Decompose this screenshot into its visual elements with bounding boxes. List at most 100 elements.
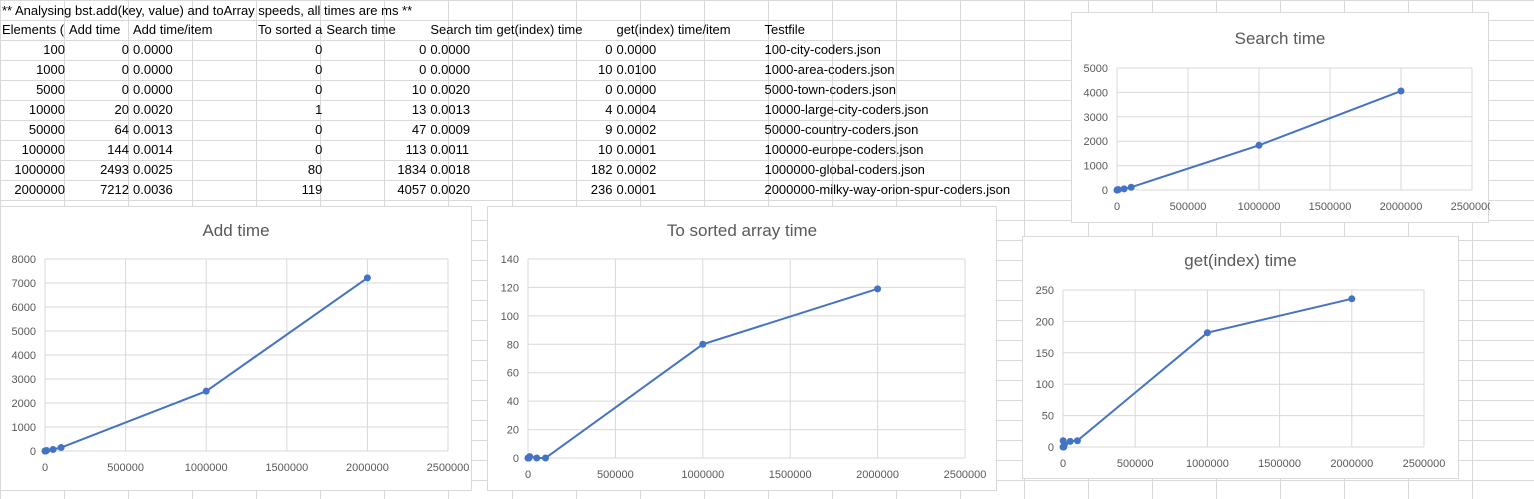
table-cell[interactable]: 0 [315, 142, 323, 157]
table-cell[interactable]: 10 [598, 142, 613, 157]
x-tick-label: 1000000 [185, 462, 228, 474]
table-cell[interactable]: 50000 [28, 122, 65, 137]
header-cell[interactable]: To sorted a [258, 22, 323, 37]
y-tick-label: 7000 [12, 278, 36, 290]
table-cell[interactable]: 0.0009 [430, 122, 471, 137]
table-cell[interactable]: 1000000 [14, 162, 65, 177]
table-cell[interactable]: 0.0002 [616, 122, 657, 137]
table-cell[interactable]: 0.0100 [616, 62, 657, 77]
table-cell[interactable]: 0.0000 [430, 42, 471, 57]
header-cell[interactable]: Add time/item [133, 22, 213, 37]
table-cell[interactable]: 2000000 [14, 182, 65, 197]
table-cell[interactable]: 0 [605, 82, 613, 97]
table-cell[interactable]: 0.0004 [616, 102, 657, 117]
table-cell[interactable]: 0.0001 [616, 182, 657, 197]
table-cell[interactable]: 0 [121, 62, 129, 77]
header-cell[interactable]: Add time [69, 22, 121, 37]
table-cell[interactable]: 0.0000 [616, 82, 657, 97]
header-cell[interactable]: Search tim [430, 22, 493, 37]
x-tick-label: 500000 [597, 469, 634, 481]
header-cell[interactable]: get(index) time [496, 22, 583, 37]
table-cell[interactable]: 2000000-milky-way-orion-spur-coders.json [764, 182, 1011, 197]
table-cell[interactable]: 0.0000 [430, 62, 471, 77]
table-cell[interactable]: 0 [315, 122, 323, 137]
data-point [1127, 183, 1135, 191]
table-cell[interactable]: 1000000-global-coders.json [764, 162, 925, 177]
data-point [1397, 87, 1405, 95]
data-point [57, 444, 65, 452]
table-cell[interactable]: 0 [315, 62, 323, 77]
chart-add-time[interactable]: Add time 0 1000 2000 3000 4000 5000 6000 7000 80… [0, 206, 472, 491]
table-cell[interactable]: 0.0013 [430, 102, 471, 117]
header-cell[interactable]: Elements ( [2, 22, 65, 37]
table-cell[interactable]: 0.0014 [133, 142, 173, 157]
table-cell[interactable]: 0 [419, 62, 427, 77]
table-cell[interactable]: 0 [121, 82, 129, 97]
table-cell[interactable]: 0.0013 [133, 122, 173, 137]
table-cell[interactable]: 13 [411, 102, 427, 117]
header-cell[interactable]: Testfile [764, 22, 805, 37]
table-cell[interactable]: 100000 [21, 142, 65, 157]
table-cell[interactable]: 236 [590, 182, 613, 197]
x-tick-label: 2500000 [427, 462, 470, 474]
table-cell[interactable]: 0 [315, 82, 323, 97]
sheet-title[interactable]: ** Analysing bst.add(key, value) and toA… [2, 3, 413, 18]
table-cell[interactable]: 100000-europe-coders.json [764, 142, 924, 157]
table-cell[interactable]: 1 [315, 102, 323, 117]
table-cell[interactable]: 0.0001 [616, 142, 657, 157]
table-cell[interactable]: 113 [405, 142, 427, 157]
table-cell[interactable]: 0.0025 [133, 162, 173, 177]
table-cell[interactable]: 10 [598, 62, 613, 77]
table-cell[interactable]: 100 [43, 42, 65, 57]
table-cell[interactable]: 10 [411, 82, 427, 97]
table-cell[interactable]: 119 [301, 182, 323, 197]
table-cell[interactable]: 0.0020 [133, 102, 173, 117]
table-cell[interactable]: 4 [605, 102, 613, 117]
table-cell[interactable]: 50000-country-coders.json [764, 122, 919, 137]
table-cell[interactable]: 0.0000 [133, 62, 173, 77]
table-cell[interactable]: 0.0000 [133, 42, 173, 57]
table-cell[interactable]: 1000-area-coders.json [764, 62, 895, 77]
table-cell[interactable]: 0 [121, 42, 129, 57]
y-tick-label: 1000 [1084, 161, 1108, 173]
table-cell[interactable]: 182 [590, 162, 613, 177]
table-cell[interactable]: 4057 [397, 182, 427, 197]
table-cell[interactable]: 0 [315, 42, 323, 57]
table-cell[interactable]: 144 [107, 142, 129, 157]
table-cell[interactable]: 1834 [397, 162, 427, 177]
table-cell[interactable]: 0.0000 [133, 82, 173, 97]
table-cell[interactable]: 7212 [100, 182, 129, 197]
table-cell[interactable]: 0 [419, 42, 427, 57]
table-cell[interactable]: 0.0036 [133, 182, 173, 197]
table-cell[interactable]: 0.0002 [616, 162, 657, 177]
chart-get-index-time[interactable]: get(index) time 0 50 100 150 200 250 0 500000 10… [1022, 236, 1459, 479]
table-cell[interactable]: 10000 [28, 102, 65, 117]
table-cell[interactable]: 2493 [100, 162, 129, 177]
table-cell[interactable]: 100-city-coders.json [764, 42, 881, 57]
table-cell[interactable]: 0.0018 [430, 162, 471, 177]
x-tick-label: 0 [1114, 201, 1120, 213]
table-cell[interactable]: 5000 [36, 82, 65, 97]
data-table[interactable]: Elements ( Add time Add time/item To sorted… [0, 20, 1037, 200]
table-cell[interactable]: 47 [411, 122, 427, 137]
table-cell[interactable]: 0 [605, 42, 613, 57]
table-cell[interactable]: 80 [307, 162, 323, 177]
x-tick-label: 1000000 [1186, 458, 1229, 470]
table-cell[interactable]: 10000-large-city-coders.json [764, 102, 929, 117]
chart-search-time[interactable]: Search time 0 1000 2000 3000 4000 5000 0 500000… [1071, 12, 1490, 223]
table-cell[interactable]: 5000-town-coders.json [764, 82, 896, 97]
header-cell[interactable]: Search time [326, 22, 396, 37]
table-cell[interactable]: 1000 [36, 62, 65, 77]
table-cell[interactable]: 0.0011 [430, 142, 470, 157]
data-point [1120, 185, 1128, 193]
table-row: 100 0 0.0000 0 0 0.0000 0 0.0000 100-city-coders… [0, 40, 1037, 60]
chart-to-sorted-array-time[interactable]: To sorted array time 0 20 40 60 80 100 120 140 0… [487, 206, 997, 491]
table-cell[interactable]: 20 [114, 102, 129, 117]
table-cell[interactable]: 0.0000 [616, 42, 657, 57]
table-cell[interactable]: 9 [605, 122, 613, 137]
table-cell[interactable]: 0.0020 [430, 82, 471, 97]
header-cell[interactable]: get(index) time/item [616, 22, 731, 37]
table-cell[interactable]: 0.0020 [430, 182, 471, 197]
table-cell[interactable]: 64 [114, 122, 129, 137]
y-tick-label: 40 [507, 396, 519, 408]
